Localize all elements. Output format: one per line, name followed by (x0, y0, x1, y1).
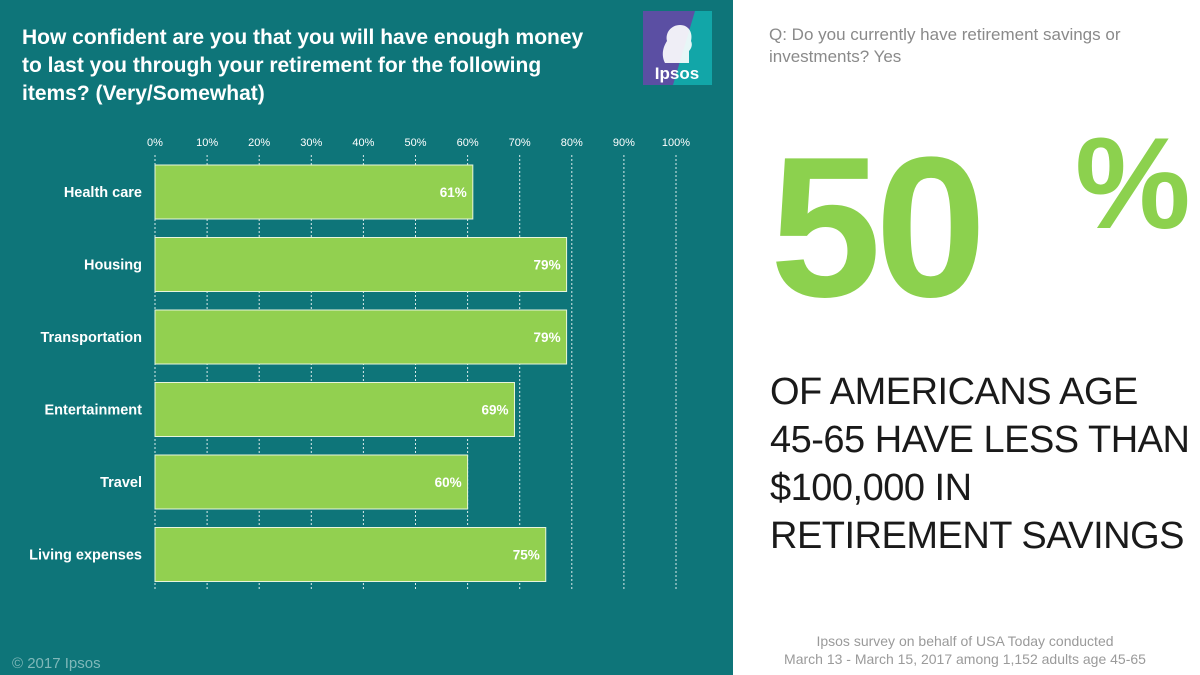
x-tick-label: 60% (457, 137, 479, 149)
source-line-2: March 13 - March 15, 2017 among 1,152 ad… (784, 651, 1146, 667)
data-label: 79% (534, 258, 561, 273)
bar (154, 164, 474, 220)
x-tick-label: 90% (613, 137, 635, 149)
data-label: 61% (440, 185, 467, 200)
x-tick-label: 10% (196, 137, 218, 149)
x-tick-label: 70% (509, 137, 531, 149)
category-label: Travel (100, 475, 142, 491)
stat-panel (733, 0, 1200, 675)
logo-head-icon (662, 25, 692, 63)
category-label: Transportation (40, 330, 142, 346)
data-label: 69% (481, 403, 508, 418)
stat-statement: OF AMERICANS AGE 45-65 HAVE LESS THAN $1… (770, 371, 1190, 557)
category-label: Health care (64, 185, 142, 201)
data-label: 75% (513, 548, 540, 563)
x-tick-label: 40% (352, 137, 374, 149)
bar (154, 237, 568, 292)
x-tick-label: 30% (300, 137, 322, 149)
x-tick-label: 0% (147, 137, 163, 149)
big-stat-number: 50 (770, 116, 986, 339)
x-tick-label: 100% (662, 137, 690, 149)
x-tick-label: 50% (404, 137, 426, 149)
data-label: 60% (435, 475, 462, 490)
logo-text: Ipsos (655, 64, 699, 83)
bar (154, 454, 469, 510)
chart-panel: How confident are you that you will have… (0, 0, 733, 675)
bar (154, 527, 547, 582)
bar (154, 309, 568, 365)
x-tick-label: 20% (248, 137, 270, 149)
bar (154, 382, 515, 437)
bar-chart: 0% 10% 20% 30% 40% 50% 60% 70% 80% 90% 100% Health … (29, 137, 690, 590)
category-label: Living expenses (29, 548, 142, 564)
ipsos-logo: Ipsos (643, 11, 712, 85)
category-label: Entertainment (45, 403, 143, 419)
big-stat-percent-sign: % (1075, 110, 1191, 256)
chart-title: How confident are you that you will have… (22, 26, 584, 105)
category-label: Housing (84, 258, 142, 274)
survey-question: Q: Do you currently have retirement savi… (769, 25, 1121, 66)
x-tick-label: 80% (561, 137, 583, 149)
data-label: 79% (534, 330, 561, 345)
source-line-1: Ipsos survey on behalf of USA Today cond… (816, 633, 1114, 649)
copyright: © 2017 Ipsos (12, 655, 101, 672)
source-note: Ipsos survey on behalf of USA Today cond… (745, 632, 1185, 668)
big-stat: 50 % (770, 116, 1191, 339)
